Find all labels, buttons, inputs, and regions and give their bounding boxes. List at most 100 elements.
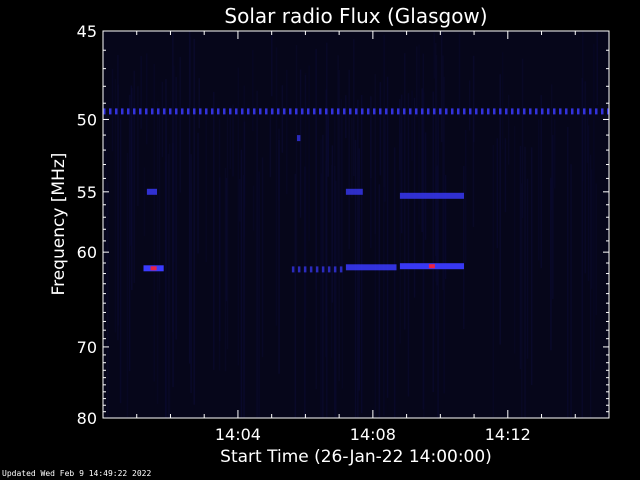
y-tick-label: 60 xyxy=(77,243,97,262)
emission-dash xyxy=(325,108,328,115)
y-tick-label: 50 xyxy=(77,110,97,129)
emission-dash xyxy=(313,108,316,115)
noise-stripe xyxy=(198,78,200,129)
noise-stripe xyxy=(399,99,401,171)
noise-stripe xyxy=(418,44,420,225)
noise-stripe xyxy=(596,31,598,106)
emission-dash xyxy=(157,108,160,115)
y-axis-label: Frequency [MHz] xyxy=(49,153,69,296)
emission-dash xyxy=(295,108,298,115)
noise-stripe xyxy=(416,46,418,117)
emission-dash xyxy=(301,108,304,115)
emission-dash xyxy=(445,108,448,115)
noise-stripe xyxy=(243,121,246,208)
noise-stripe xyxy=(589,154,592,418)
noise-stripe xyxy=(357,99,359,418)
emission-dash xyxy=(409,108,412,115)
noise-stripe xyxy=(137,86,139,206)
noise-stripe xyxy=(399,133,401,344)
noise-stripe xyxy=(237,67,240,366)
emission-dash xyxy=(109,108,112,115)
noise-stripe xyxy=(436,165,438,286)
emission-dash xyxy=(505,108,508,115)
noise-stripe xyxy=(595,183,597,316)
emission-dash xyxy=(315,266,319,273)
emission-dash xyxy=(331,108,334,115)
noise-stripe xyxy=(354,139,357,419)
emission-peak xyxy=(150,266,157,271)
noise-stripe xyxy=(421,88,423,233)
noise-stripe xyxy=(581,31,584,181)
noise-stripe xyxy=(252,50,254,131)
emission-dash xyxy=(493,108,496,115)
noise-stripe xyxy=(224,167,227,372)
emission-dash xyxy=(139,108,142,115)
emission-dash xyxy=(309,266,313,273)
emission-dash xyxy=(321,266,325,273)
emission-dash xyxy=(349,108,352,115)
noise-stripe xyxy=(252,185,255,231)
noise-stripe xyxy=(278,139,280,374)
emission-dash xyxy=(333,266,337,273)
emission-dash xyxy=(529,108,532,115)
noise-stripe xyxy=(404,53,406,330)
emission-dash xyxy=(211,108,214,115)
noise-stripe xyxy=(256,90,258,419)
noise-stripe xyxy=(179,56,181,193)
emission-dash xyxy=(397,108,400,115)
noise-stripe xyxy=(105,106,107,306)
emission-dash xyxy=(127,108,130,115)
emission-band xyxy=(345,188,363,195)
emission-band xyxy=(143,265,164,272)
noise-stripe xyxy=(167,153,170,419)
noise-stripe xyxy=(326,42,328,418)
noise-stripe xyxy=(591,169,593,289)
noise-stripe xyxy=(370,177,372,248)
noise-stripe xyxy=(587,125,590,282)
emission-dash xyxy=(223,108,226,115)
emission-dash xyxy=(319,108,322,115)
noise-stripe xyxy=(335,180,337,418)
emission-dash xyxy=(379,108,382,115)
noise-stripe xyxy=(472,55,475,143)
noise-stripe xyxy=(281,85,284,153)
emission-band xyxy=(297,135,301,142)
noise-stripe xyxy=(261,157,264,358)
emission-dash xyxy=(193,108,196,115)
emission-dash xyxy=(199,108,202,115)
emission-dash xyxy=(217,108,220,115)
y-tick-label: 70 xyxy=(77,338,97,357)
noise-stripe xyxy=(308,65,310,241)
emission-features xyxy=(103,108,610,273)
noise-stripe xyxy=(340,99,342,271)
noise-stripe xyxy=(304,72,307,319)
emission-dash xyxy=(307,108,310,115)
plot-frame xyxy=(102,30,610,419)
noise-stripe xyxy=(552,135,554,299)
emission-dash xyxy=(601,108,604,115)
noise-stripe xyxy=(285,69,288,194)
emission-dash xyxy=(421,108,424,115)
emission-dash xyxy=(361,108,364,115)
noise-stripe xyxy=(353,39,355,177)
emission-dash xyxy=(439,108,442,115)
noise-stripe xyxy=(570,164,572,418)
noise-stripe xyxy=(128,94,131,372)
noise-stripe xyxy=(197,132,199,254)
noise-stripe xyxy=(374,74,376,234)
noise-stripe xyxy=(168,143,171,419)
noise-stripe xyxy=(345,95,347,139)
noise-stripe xyxy=(393,147,396,418)
noise-stripe xyxy=(161,81,164,158)
noise-stripe xyxy=(400,94,403,234)
emission-dash xyxy=(469,108,472,115)
noise-stripe xyxy=(189,36,192,106)
noise-stripe xyxy=(320,173,323,272)
noise-stripe xyxy=(360,95,363,414)
emission-dash xyxy=(553,108,556,115)
emission-dash xyxy=(121,108,124,115)
noise-stripe xyxy=(119,118,122,404)
noise-stripe xyxy=(550,84,553,211)
emission-dash xyxy=(337,108,340,115)
noise-stripe xyxy=(504,138,507,213)
